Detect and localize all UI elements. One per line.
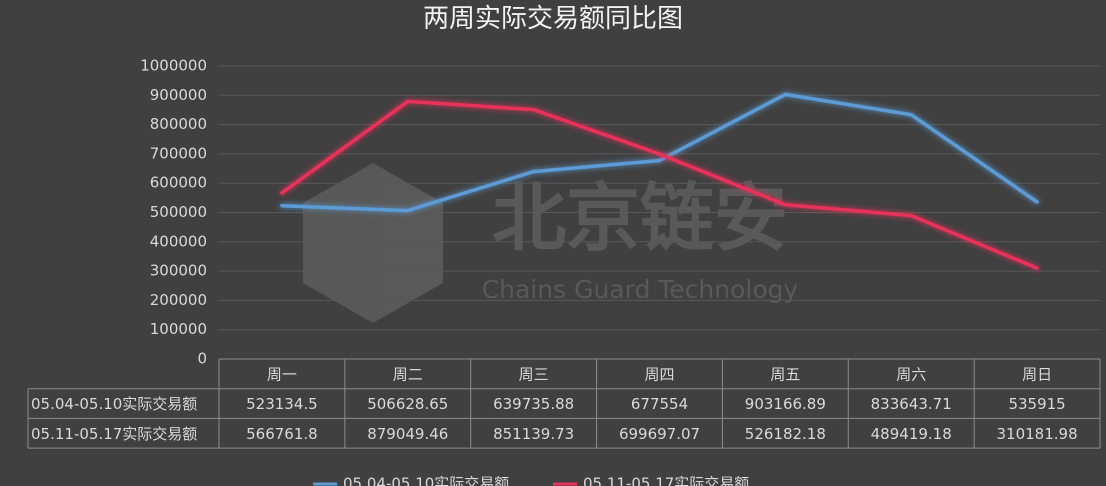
y-tick-label: 600000	[150, 174, 207, 192]
table-cell: 639735.88	[493, 395, 574, 413]
x-tick-label: 周日	[1022, 365, 1052, 383]
series-line	[280, 99, 1039, 270]
x-tick-label: 周五	[770, 365, 800, 383]
table-row-label: 05.04-05.10实际交易额	[31, 395, 197, 413]
table-cell: 489419.18	[871, 425, 952, 443]
table-row-label: 05.11-05.17实际交易额	[31, 425, 197, 443]
y-tick-label: 200000	[150, 291, 207, 309]
table-cell: 699697.07	[619, 425, 700, 443]
table-cell: 903166.89	[745, 395, 826, 413]
table-cell: 310181.98	[997, 425, 1078, 443]
x-tick-label: 周二	[393, 365, 423, 383]
y-tick-label: 100000	[150, 320, 207, 338]
watermark-logo	[303, 163, 443, 323]
table-cell: 526182.18	[745, 425, 826, 443]
watermark: 北京链安 Chains Guard Technology	[303, 163, 799, 323]
table-cell: 851139.73	[493, 425, 574, 443]
legend-label: 05.11-05.17实际交易额	[583, 475, 749, 486]
table-cell: 523134.5	[246, 395, 318, 413]
y-tick-label: 300000	[150, 262, 207, 280]
legend-label: 05.04-05.10实际交易额	[343, 475, 509, 486]
watermark-title: 北京链安	[492, 176, 788, 262]
table-cell: 566761.8	[246, 425, 318, 443]
series-line	[280, 92, 1039, 213]
y-tick-label: 400000	[150, 232, 207, 250]
y-tick-label: 500000	[150, 203, 207, 221]
y-tick-label: 1000000	[140, 57, 207, 75]
x-tick-label: 周四	[644, 365, 674, 383]
table-cell: 833643.71	[871, 395, 952, 413]
watermark-subtitle: Chains Guard Technology	[482, 275, 799, 304]
y-tick-label: 900000	[150, 86, 207, 104]
chart-title: 两周实际交易额同比图	[423, 4, 683, 34]
y-tick-label: 0	[197, 350, 207, 368]
table-cell: 506628.65	[367, 395, 448, 413]
table-cell: 879049.46	[367, 425, 448, 443]
y-tick-label: 800000	[150, 115, 207, 133]
x-tick-label: 周六	[896, 365, 926, 383]
x-tick-label: 周三	[519, 365, 549, 383]
y-tick-label: 700000	[150, 144, 207, 162]
x-tick-label: 周一	[267, 365, 297, 383]
table-cell: 677554	[631, 395, 688, 413]
table-cell: 535915	[1008, 395, 1065, 413]
